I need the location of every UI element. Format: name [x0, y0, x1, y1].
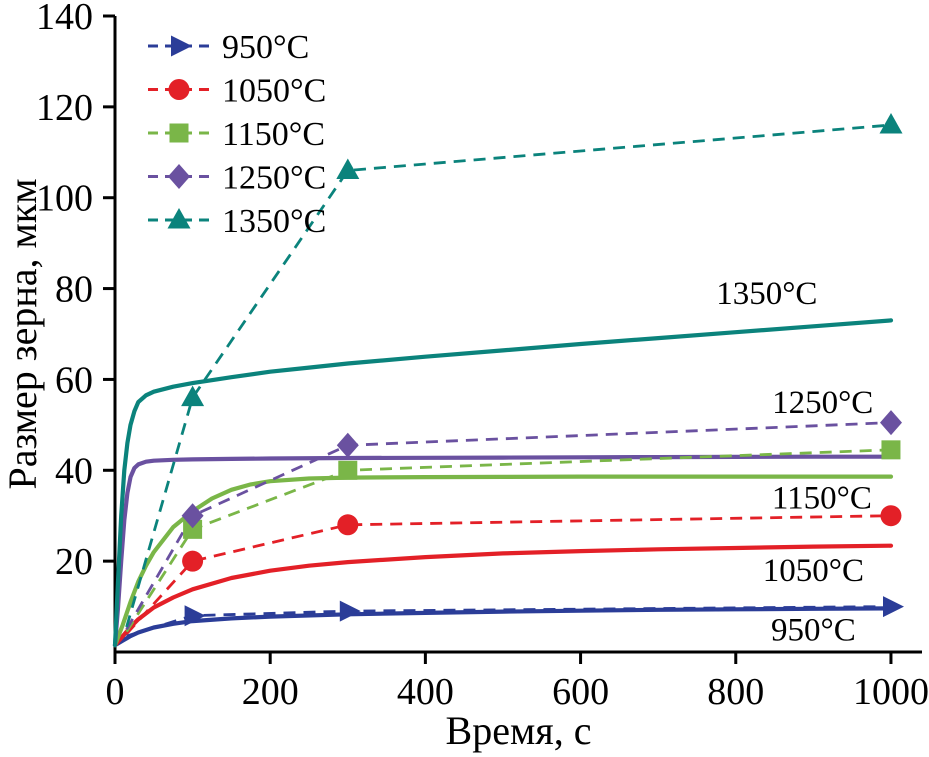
legend: 950°C 1050°C 1150°C 1250°C 1350°C — [148, 29, 326, 240]
legend-marker-1350c — [167, 208, 191, 229]
legend-label-1150c: 1150°C — [222, 116, 325, 153]
y-tick-label-100: 100 — [36, 178, 93, 220]
experimental-line-1250c — [125, 421, 892, 631]
legend-label-1050c: 1050°C — [222, 73, 326, 110]
y-tick-label-40: 40 — [55, 450, 93, 492]
x-tick-label-600: 600 — [552, 671, 609, 713]
y-tick-label-80: 80 — [55, 269, 93, 311]
experimental-line-1350c — [125, 123, 892, 628]
data-markers — [181, 113, 904, 627]
legend-label-950c: 950°C — [222, 29, 309, 66]
experimental-curves — [125, 123, 892, 638]
curve-label-950c: 950°C — [771, 612, 856, 648]
x-tick-label-1000: 1000 — [853, 671, 929, 713]
curve-label-1050c: 1050°C — [763, 553, 864, 589]
curve-labels: 1350°C 1250°C 1150°C 1050°C 950°C — [716, 276, 873, 648]
data-point-1350c-300s — [336, 158, 360, 179]
data-point-950c-300s — [339, 600, 361, 622]
data-point-950c-1000s — [883, 596, 904, 618]
data-point-1150c-300s — [338, 460, 358, 480]
curve-label-1350c: 1350°C — [716, 276, 817, 312]
curve-label-1150c: 1150°C — [772, 481, 872, 517]
x-tick-label-400: 400 — [397, 671, 454, 713]
y-tick-label-60: 60 — [55, 359, 93, 401]
axes — [103, 14, 922, 664]
legend-marker-1050c — [168, 79, 190, 100]
x-tick-label-0: 0 — [106, 671, 125, 713]
model-line-1250c — [112, 454, 894, 648]
x-axis-title: Время, с — [446, 708, 592, 753]
data-point-1350c-1000s — [879, 113, 903, 134]
data-point-1150c-1000s — [881, 440, 901, 460]
experimental-line-1150c — [125, 448, 892, 633]
data-point-950c-100s — [184, 605, 206, 627]
data-point-1250c-100s — [181, 503, 204, 529]
data-point-1050c-300s — [337, 514, 359, 536]
data-point-1250c-300s — [336, 432, 359, 458]
model-line-1050c — [112, 543, 894, 648]
y-tick-label-140: 140 — [36, 0, 93, 38]
model-line-1350c — [112, 318, 894, 648]
legend-marker-1250c — [168, 164, 190, 189]
x-tick-label-200: 200 — [242, 671, 299, 713]
data-point-1050c-1000s — [880, 505, 902, 527]
legend-marker-1150c — [169, 123, 189, 143]
y-tick-label-20: 20 — [55, 541, 93, 583]
y-tick-label-120: 120 — [36, 87, 93, 129]
legend-label-1250c: 1250°C — [222, 160, 326, 197]
data-point-1250c-1000s — [880, 410, 902, 436]
experimental-line-950c — [126, 605, 892, 638]
data-point-1050c-100s — [182, 550, 204, 572]
data-point-1150c-100s — [183, 519, 203, 539]
legend-label-1350c: 1350°C — [222, 203, 326, 240]
experimental-line-1050c — [125, 514, 892, 635]
curve-label-1250c: 1250°C — [772, 385, 873, 421]
data-point-1350c-100s — [181, 385, 205, 407]
y-axis-title: Размер зерна, мкм — [0, 178, 45, 489]
x-tick-label-800: 800 — [707, 671, 764, 713]
legend-marker-950c — [171, 35, 192, 57]
